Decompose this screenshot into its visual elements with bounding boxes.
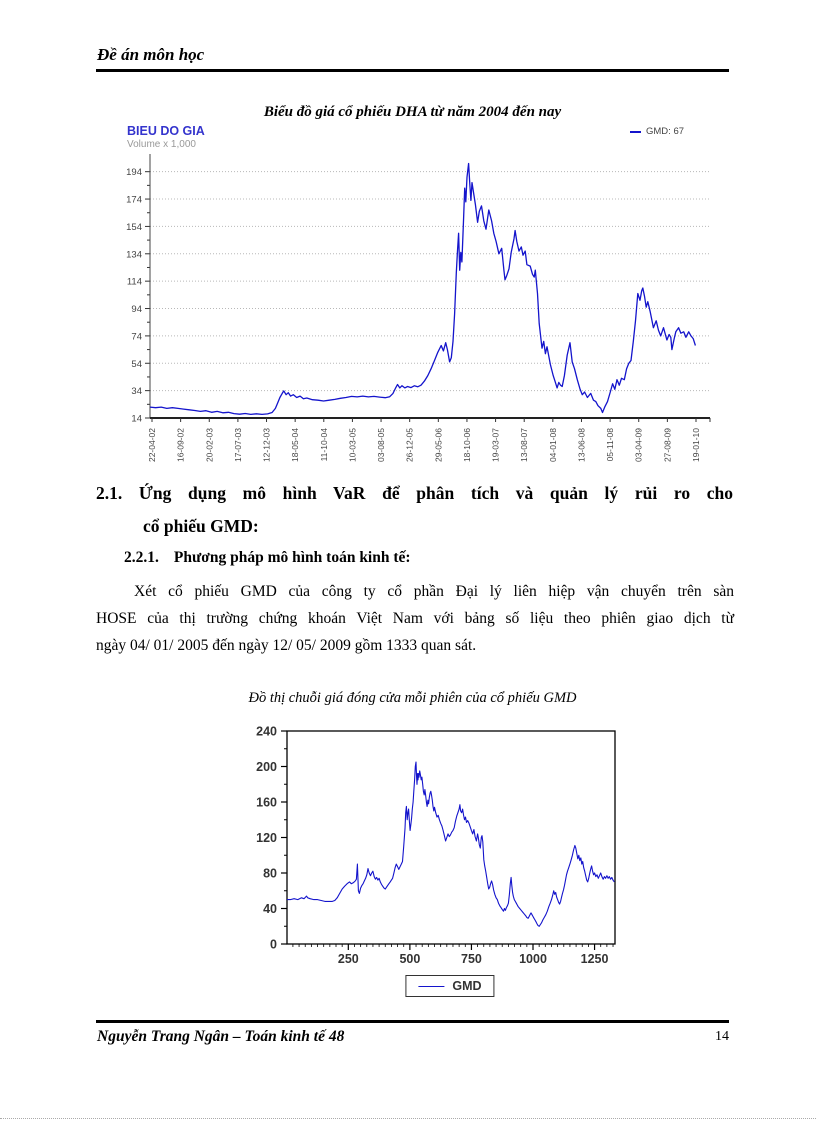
svg-text:74: 74 (131, 331, 142, 342)
paragraph-line: HOSE của thị trường chứng khoán Việt Nam… (96, 610, 734, 627)
legend-line-icon (418, 985, 445, 987)
section-heading-2-2-1: 2.2.1. Phương pháp mô hình toán kinh tế: (124, 549, 684, 567)
svg-text:22-04-02: 22-04-02 (147, 428, 157, 462)
svg-text:160: 160 (256, 796, 277, 810)
section-heading-2-1: 2.1. Ứng dụng mô hình VaR để phân tích v… (96, 477, 733, 543)
svg-text:200: 200 (256, 760, 277, 774)
svg-text:54: 54 (131, 359, 142, 370)
chart2-legend-label: GMD (452, 979, 482, 993)
svg-text:174: 174 (126, 195, 142, 206)
paragraph-line: Xét cổ phiếu GMD của công ty cổ phần Đại… (134, 583, 734, 600)
svg-text:05-11-08: 05-11-08 (605, 428, 615, 462)
svg-text:80: 80 (263, 867, 277, 881)
heading-2-1-line1: 2.1. Ứng dụng mô hình VaR để phân tích v… (96, 477, 733, 510)
svg-text:34: 34 (131, 386, 142, 397)
chart1-panel-title: BIEU DO GIA (127, 124, 205, 138)
svg-text:11-10-04: 11-10-04 (319, 428, 329, 462)
gmd-price-chart-plot: 0 40 80 120 160 200 240 250 500 750 1000 1250 (256, 725, 616, 966)
svg-text:114: 114 (127, 277, 142, 288)
svg-text:03-04-09: 03-04-09 (634, 428, 644, 462)
dha-price-chart-plot: 194 174 154 134 114 94 74 54 34 14 22-04-02 16-09-0… (126, 154, 711, 462)
header-title: Đề án môn học (97, 45, 205, 64)
heading-2-2-1-number: 2.2.1. (124, 549, 159, 566)
svg-text:1000: 1000 (519, 952, 547, 966)
svg-text:134: 134 (126, 249, 142, 260)
svg-text:17-07-03: 17-07-03 (233, 428, 243, 462)
svg-text:0: 0 (270, 938, 277, 952)
paragraph-line: ngày 04/ 01/ 2005 đến ngày 12/ 05/ 2009 … (96, 637, 477, 654)
svg-text:20-02-03: 20-02-03 (204, 428, 214, 462)
chart2-title: Đồ thị chuỗi giá đóng cửa mỗi phiên của … (248, 690, 577, 706)
heading-2-1-number: 2.1. (96, 483, 123, 503)
svg-text:94: 94 (131, 304, 142, 315)
page-bottom-dotted-rule (0, 1118, 816, 1119)
svg-text:10-03-05: 10-03-05 (347, 428, 357, 462)
svg-text:40: 40 (263, 902, 277, 916)
chart2-legend: GMD (405, 975, 495, 997)
svg-text:29-05-06: 29-05-06 (433, 428, 443, 462)
svg-text:12-12-03: 12-12-03 (262, 428, 272, 462)
svg-text:500: 500 (399, 952, 420, 966)
header-rule (96, 69, 729, 72)
svg-text:18-10-06: 18-10-06 (462, 428, 472, 462)
heading-2-1-text: Ứng dụng mô hình VaR để phân tích và quả… (138, 483, 733, 503)
chart1-legend: GMD: 67 (630, 126, 684, 137)
heading-2-1-line2: cổ phiếu GMD: (143, 516, 259, 536)
svg-text:154: 154 (126, 222, 142, 233)
svg-text:19-01-10: 19-01-10 (691, 428, 701, 462)
svg-text:194: 194 (126, 167, 142, 178)
svg-text:27-08-09: 27-08-09 (662, 428, 672, 462)
legend-line-icon (630, 130, 641, 133)
heading-2-2-1-text: Phương pháp mô hình toán kinh tế: (173, 549, 411, 566)
svg-text:16-09-02: 16-09-02 (176, 428, 186, 462)
footer-page-number: 14 (715, 1029, 729, 1044)
svg-text:250: 250 (338, 952, 359, 966)
footer-rule (96, 1020, 729, 1023)
chart1-title: Biểu đồ giá cổ phiếu DHA từ năm 2004 đến… (263, 104, 562, 120)
svg-text:19-03-07: 19-03-07 (491, 428, 501, 462)
chart1-panel-subtitle: Volume x 1,000 (127, 139, 196, 150)
svg-text:04-01-08: 04-01-08 (548, 428, 558, 462)
svg-text:03-08-05: 03-08-05 (376, 428, 386, 462)
svg-text:26-12-05: 26-12-05 (405, 428, 415, 462)
chart1-legend-label: GMD: 67 (646, 126, 685, 137)
svg-text:14: 14 (131, 414, 142, 425)
svg-text:13-08-07: 13-08-07 (519, 428, 529, 462)
footer-author: Nguyễn Trang Ngân – Toán kinh tế 48 (97, 1028, 345, 1045)
svg-text:750: 750 (461, 952, 482, 966)
svg-text:120: 120 (256, 831, 277, 845)
svg-text:18-05-04: 18-05-04 (290, 428, 300, 462)
body-paragraph: Xét cổ phiếu GMD của công ty cổ phần Đại… (96, 578, 734, 659)
svg-text:240: 240 (256, 725, 277, 739)
svg-text:1250: 1250 (581, 952, 609, 966)
svg-text:13-06-08: 13-06-08 (576, 428, 586, 462)
